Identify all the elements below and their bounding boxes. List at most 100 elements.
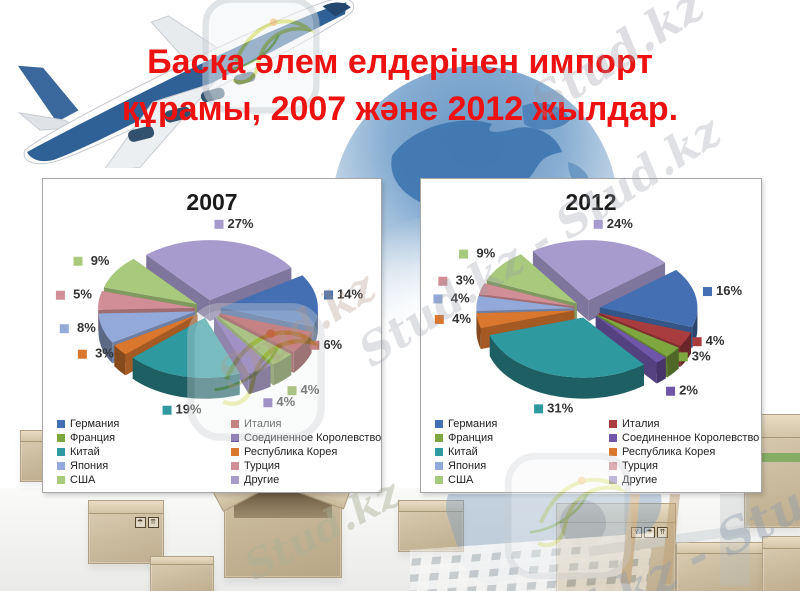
percent-label: 19% (176, 402, 202, 417)
legend-label: Италия (622, 418, 660, 430)
percent-label: 24% (607, 216, 634, 231)
percent-label: 3% (692, 348, 711, 363)
warehouse-trolley-decor (410, 494, 750, 591)
percent-label-marker (73, 256, 83, 266)
legend-label: Франция (70, 432, 116, 444)
legend-item: Соединенное Королевство (231, 431, 381, 445)
legend-marker (435, 476, 443, 484)
chart-title-2007: 2007 (186, 189, 238, 215)
legend-label: Германия (448, 418, 498, 430)
legend-label: Китай (70, 446, 100, 458)
pie-chart-2007: 14% 6% 4% 4% 19% 3% 8% 5% 9% 27% (55, 216, 363, 417)
legend-label: Франция (448, 432, 494, 444)
pie-slice (486, 254, 577, 304)
pie-slice-rim (667, 347, 679, 378)
legend-item: США (435, 473, 609, 487)
legend-item: Республика Корея (609, 445, 759, 459)
percent-label: 31% (547, 400, 574, 415)
legend-label: Другие (244, 474, 280, 486)
legend-item: Другие (609, 473, 759, 487)
legend-item: Турция (609, 459, 759, 473)
legend-item: Соединенное Королевство (609, 431, 759, 445)
percent-label-marker (459, 249, 469, 259)
percent-label: 9% (476, 246, 495, 261)
pie-slice-rim (98, 313, 113, 364)
percent-label: 14% (337, 287, 363, 302)
legend-2012: Германия Италия Франция Соединенное Королев… (435, 417, 759, 487)
legend-item: Другие (231, 473, 381, 487)
pie-slice (476, 310, 575, 329)
percent-label-marker (433, 294, 443, 304)
legend-item: США (57, 473, 231, 487)
percent-label: 3% (95, 346, 114, 361)
percent-label-marker (55, 290, 65, 300)
pie-slice-rim (313, 307, 318, 348)
pie-slice-rim (489, 335, 644, 399)
pie-slice-rim (476, 313, 481, 350)
percent-label: 4% (451, 290, 470, 305)
legend-item: Япония (57, 459, 231, 473)
legend-marker (231, 448, 239, 456)
legend-label: Республика Корея (244, 446, 338, 458)
pie-slice (532, 240, 666, 301)
percent-label: 4% (276, 394, 295, 409)
cardboard-box: ☂ ⇈ (88, 500, 164, 564)
legend-marker (609, 476, 617, 484)
slide-title-line2: құрамы, 2007 және 2012 жылдар. (121, 89, 679, 128)
cardboard-box-open (211, 470, 352, 578)
percent-label-marker (534, 404, 544, 414)
slide-title: Басқа әлем елдерінен импорт құрамы, 2007… (0, 39, 800, 133)
legend-marker (435, 448, 443, 456)
shipping-marks-icon: ☂ ⇈ (134, 517, 159, 529)
legend-item: Япония (435, 459, 609, 473)
pie-slice-side (114, 314, 198, 367)
percent-label-marker (666, 386, 676, 396)
pie-slice (599, 270, 698, 328)
legend-marker (231, 462, 239, 470)
legend-item: Китай (435, 445, 609, 459)
chart-title-2012: 2012 (565, 189, 617, 215)
legend-label: Италия (244, 418, 282, 430)
legend-label: Другие (622, 474, 658, 486)
legend-label: США (448, 474, 474, 486)
percent-label-marker (77, 349, 87, 359)
percent-label: 8% (77, 320, 96, 335)
legend-label: Турция (622, 460, 658, 472)
legend-item: Китай (57, 445, 231, 459)
pie-slice-rim (114, 345, 126, 376)
percent-label-marker (692, 337, 702, 347)
legend-label: Турция (244, 460, 280, 472)
pie-slice-side (214, 316, 249, 394)
legend-label: Япония (70, 460, 109, 472)
pie-slice (598, 312, 691, 347)
pie-slice (103, 258, 198, 305)
legend-2007: Германия Италия Франция Соединенное Королев… (57, 417, 381, 487)
slide-title-line1: Басқа әлем елдерінен импорт (147, 42, 653, 81)
legend-marker (57, 462, 65, 470)
pie-slice (476, 296, 574, 311)
pie-slice (214, 316, 271, 373)
percent-label-marker (310, 340, 320, 350)
percent-label-marker (678, 352, 688, 362)
pie-chart-2012: 16%4%3%2%31%4%4%3%9%24% (433, 216, 743, 415)
legend-label: Япония (448, 460, 487, 472)
pie-slice-rim (273, 354, 292, 386)
pie-slice (219, 313, 312, 352)
percent-label: 4% (300, 382, 319, 397)
legend-label: Республика Корея (622, 446, 716, 458)
pie-slice-rim (656, 357, 666, 384)
legend-marker (231, 434, 239, 442)
pie-slice-rim (293, 332, 312, 373)
cardboard-box (398, 500, 464, 552)
cardboard-box (676, 542, 766, 591)
percent-label-marker (702, 287, 713, 297)
legend-label: Соединенное Королевство (244, 432, 382, 444)
pie-slice (132, 317, 240, 378)
percent-label: 5% (73, 287, 92, 302)
legend-marker (435, 434, 443, 442)
pie-slice (98, 291, 196, 310)
percent-label-marker (59, 324, 69, 334)
legend-marker (609, 448, 617, 456)
legend-label: Германия (70, 418, 120, 430)
chart-panel-2012: 2012 16% 4% 3% 2% 31% 4% 4% 3% 9% 24% Германия Ита… (420, 178, 762, 493)
